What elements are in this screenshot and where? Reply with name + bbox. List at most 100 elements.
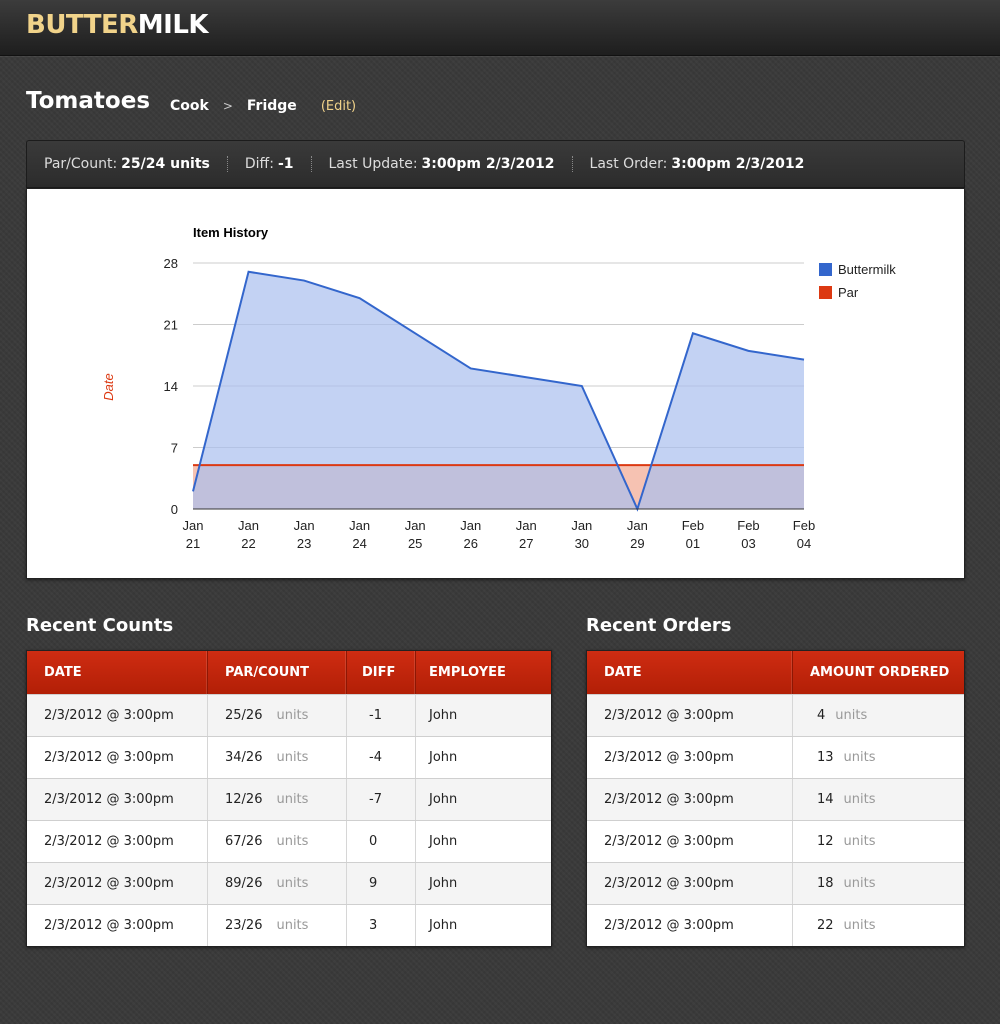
amount-value: 18 xyxy=(817,876,834,891)
table-row[interactable]: 2/3/2012 @ 3:00pm 14 units xyxy=(587,778,964,820)
recent-orders-table: DATE AMOUNT ORDERED 2/3/2012 @ 3:00pm 4 un… xyxy=(586,650,965,947)
cell-date: 2/3/2012 @ 3:00pm xyxy=(587,905,793,946)
cell-amount: 12 units xyxy=(793,821,964,862)
breadcrumb-fridge[interactable]: Fridge xyxy=(246,98,297,114)
cell-date: 2/3/2012 @ 3:00pm xyxy=(27,695,208,736)
y-tick-label: 14 xyxy=(164,379,178,394)
stat-divider xyxy=(571,156,573,172)
x-tick-label: Jan xyxy=(516,518,537,533)
breadcrumb: Cook > Fridge (Edit) xyxy=(170,98,356,114)
table-row[interactable]: 2/3/2012 @ 3:00pm 18 units xyxy=(587,862,964,904)
cell-diff: -1 xyxy=(347,695,416,736)
table-row[interactable]: 2/3/2012 @ 3:00pm 13 units xyxy=(587,736,964,778)
cell-amount: 22 units xyxy=(793,905,964,946)
y-tick-label: 21 xyxy=(164,318,178,333)
cell-par-count: 89/26 units xyxy=(208,863,347,904)
cell-employee: John xyxy=(429,708,458,723)
amount-value: 12 xyxy=(817,834,834,849)
buttermilk-line xyxy=(192,270,805,512)
cell-diff: 3 xyxy=(347,905,416,946)
recent-counts-title: Recent Counts xyxy=(26,615,174,636)
table-row[interactable]: 2/3/2012 @ 3:00pm 25/26 units -1 John xyxy=(27,694,551,736)
col-employee[interactable]: EMPLOYEE xyxy=(429,665,506,680)
chart-title: Item History xyxy=(193,225,269,240)
item-history-chart-card: Item History Date 0 7 14 21 28 Jan 21 Jan 22 Jan 23 J… xyxy=(26,188,965,579)
par-count-value: 67/26 xyxy=(225,834,263,849)
x-tick-label: Feb xyxy=(737,518,759,533)
table-row[interactable]: 2/3/2012 @ 3:00pm 67/26 units 0 John xyxy=(27,820,551,862)
legend-label[interactable]: Par xyxy=(838,285,859,300)
stat-diff: Diff: -1 xyxy=(245,156,294,172)
top-bar: BUTTERMILK xyxy=(0,0,1000,56)
x-tick-label: 25 xyxy=(408,536,422,551)
x-tick-label: 29 xyxy=(630,536,644,551)
col-diff[interactable]: DIFF xyxy=(347,651,416,694)
cell-date: 2/3/2012 @ 3:00pm xyxy=(587,695,793,736)
par-count-value: 12/26 xyxy=(225,792,263,807)
cell-employee: John xyxy=(429,750,458,765)
cell-date: 2/3/2012 @ 3:00pm xyxy=(27,863,208,904)
table-row[interactable]: 2/3/2012 @ 3:00pm 22 units xyxy=(587,904,964,946)
col-date[interactable]: DATE xyxy=(587,651,793,694)
table-header: DATE AMOUNT ORDERED xyxy=(587,651,964,694)
col-par-count[interactable]: PAR/COUNT xyxy=(208,651,347,694)
logo-part-milk: MILK xyxy=(137,10,209,40)
x-tick-label: Jan xyxy=(405,518,426,533)
amount-value: 14 xyxy=(817,792,834,807)
units-label: units xyxy=(276,708,309,723)
cell-employee: John xyxy=(429,918,458,933)
col-amount-ordered[interactable]: AMOUNT ORDERED xyxy=(810,665,950,680)
stat-value: 25/24 units xyxy=(121,156,210,172)
units-label: units xyxy=(843,918,876,933)
buttermilk-area xyxy=(193,271,804,509)
cell-employee: John xyxy=(429,834,458,849)
cell-employee: John xyxy=(429,876,458,891)
units-label: units xyxy=(276,750,309,765)
legend-swatch xyxy=(819,263,832,276)
table-row[interactable]: 2/3/2012 @ 3:00pm 12 units xyxy=(587,820,964,862)
cell-date: 2/3/2012 @ 3:00pm xyxy=(587,821,793,862)
item-history-chart: Item History Date 0 7 14 21 28 Jan 21 Jan 22 Jan 23 J… xyxy=(101,225,896,551)
cell-date: 2/3/2012 @ 3:00pm xyxy=(587,863,793,904)
units-label: units xyxy=(276,834,309,849)
cell-par-count: 34/26 units xyxy=(208,737,347,778)
app-logo[interactable]: BUTTERMILK xyxy=(26,10,209,40)
stat-label: Last Order: xyxy=(589,156,668,172)
cell-diff: -7 xyxy=(347,779,416,820)
cell-par-count: 23/26 units xyxy=(208,905,347,946)
cell-date: 2/3/2012 @ 3:00pm xyxy=(27,737,208,778)
cell-amount: 4 units xyxy=(793,695,964,736)
table-row[interactable]: 2/3/2012 @ 3:00pm 89/26 units 9 John xyxy=(27,862,551,904)
table-row[interactable]: 2/3/2012 @ 3:00pm 12/26 units -7 John xyxy=(27,778,551,820)
cell-diff: 9 xyxy=(347,863,416,904)
cell-date: 2/3/2012 @ 3:00pm xyxy=(587,779,793,820)
legend-label[interactable]: Buttermilk xyxy=(838,262,896,277)
breadcrumb-cook[interactable]: Cook xyxy=(170,98,209,114)
recent-orders-title: Recent Orders xyxy=(586,615,732,636)
amount-value: 13 xyxy=(817,750,834,765)
stat-value: -1 xyxy=(277,156,294,172)
x-tick-label: Jan xyxy=(627,518,648,533)
par-count-value: 89/26 xyxy=(225,876,263,891)
x-tick-label: Feb xyxy=(793,518,815,533)
units-label: units xyxy=(843,750,876,765)
table-body: 2/3/2012 @ 3:00pm 25/26 units -1 John 2/3/201… xyxy=(27,694,551,946)
col-date[interactable]: DATE xyxy=(27,651,208,694)
amount-value: 22 xyxy=(817,918,834,933)
x-tick-label: Feb xyxy=(682,518,704,533)
table-row[interactable]: 2/3/2012 @ 3:00pm 23/26 units 3 John xyxy=(27,904,551,946)
table-row[interactable]: 2/3/2012 @ 3:00pm 4 units xyxy=(587,694,964,736)
cell-par-count: 25/26 units xyxy=(208,695,347,736)
x-tick-label: 26 xyxy=(463,536,477,551)
units-label: units xyxy=(276,876,309,891)
edit-link[interactable]: (Edit) xyxy=(320,98,357,114)
par-count-value: 25/26 xyxy=(225,708,263,723)
units-label: units xyxy=(843,834,876,849)
y-tick-label: 0 xyxy=(171,502,178,517)
cell-amount: 18 units xyxy=(793,863,964,904)
cell-date: 2/3/2012 @ 3:00pm xyxy=(587,737,793,778)
cell-amount: 13 units xyxy=(793,737,964,778)
x-tick-label: 22 xyxy=(241,536,255,551)
table-row[interactable]: 2/3/2012 @ 3:00pm 34/26 units -4 John xyxy=(27,736,551,778)
stat-last-update: Last Update: 3:00pm 2/3/2012 xyxy=(329,156,555,172)
